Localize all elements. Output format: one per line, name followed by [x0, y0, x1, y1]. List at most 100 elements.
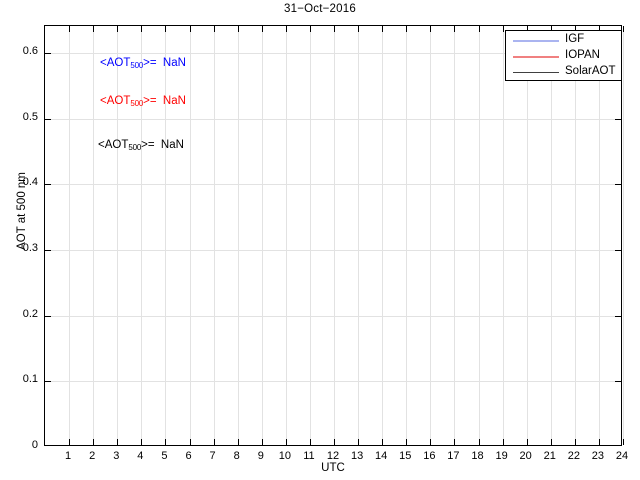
x-axis-tick-label: 1	[65, 450, 72, 462]
gridline-vertical	[574, 26, 576, 445]
x-axis-tick-label: 20	[519, 450, 532, 462]
y-axis-tick	[45, 184, 51, 186]
x-axis-tick	[454, 439, 456, 445]
y-axis-tick-label: 0.5	[22, 110, 38, 123]
y-axis-label: AOT at 500 nm	[16, 172, 28, 250]
x-axis-tick-label: 5	[161, 450, 168, 462]
gridline-vertical	[93, 26, 95, 445]
gridline-vertical	[213, 26, 215, 445]
legend-swatch-igf	[513, 40, 559, 42]
x-axis-tick	[406, 26, 408, 32]
annotation-suffix: >= NaN	[143, 57, 186, 69]
gridline-horizontal	[45, 118, 621, 120]
x-axis-tick-label: 4	[137, 450, 144, 462]
x-axis-label: UTC	[321, 462, 345, 474]
x-axis-tick	[502, 26, 504, 32]
x-axis-tick	[285, 439, 287, 445]
y-axis-tick-label: 0	[31, 439, 38, 451]
y-axis-tick	[615, 249, 621, 251]
y-axis-tick-label: 0.2	[22, 307, 38, 320]
x-axis-tick	[213, 439, 215, 445]
y-axis-tick	[615, 381, 621, 383]
gridline-horizontal	[45, 52, 621, 54]
x-axis-tick	[165, 26, 167, 32]
x-axis-tick	[358, 439, 360, 445]
x-axis-tick	[261, 439, 263, 445]
gridline-vertical	[358, 26, 360, 445]
x-axis-tick	[430, 26, 432, 32]
annotation-prefix: <AOT	[100, 57, 131, 69]
y-axis-tick	[45, 52, 51, 54]
x-axis-tick	[478, 26, 480, 32]
x-axis-tick	[382, 26, 384, 32]
gridline-vertical	[309, 26, 311, 445]
gridline-vertical	[261, 26, 263, 445]
legend-swatch-solaraot	[513, 72, 559, 74]
x-axis-tick	[598, 439, 600, 445]
x-axis-tick	[285, 26, 287, 32]
x-axis-tick	[598, 26, 600, 32]
x-axis-tick	[117, 439, 119, 445]
x-axis-tick	[261, 26, 263, 32]
legend-item-iopan[interactable]: IOPAN	[506, 48, 623, 65]
chart-title: 31−Oct−2016	[284, 3, 356, 15]
x-axis-tick	[574, 439, 576, 445]
gridline-vertical	[430, 26, 432, 445]
gridline-vertical	[382, 26, 384, 445]
y-axis-tick-label: 0.3	[22, 241, 38, 254]
x-axis-tick-label: 23	[591, 450, 605, 462]
x-axis-tick	[69, 439, 71, 445]
x-axis-tick-label: 19	[495, 450, 508, 462]
annotation-prefix: <AOT	[100, 95, 131, 107]
x-axis-tick	[406, 439, 408, 445]
chart-annotation: <AOT500>= NaN	[100, 95, 186, 109]
gridline-vertical	[165, 26, 167, 445]
gridline-vertical	[526, 26, 528, 445]
x-axis-tick-label: 8	[233, 450, 240, 462]
gridline-vertical	[334, 26, 335, 445]
gridline-vertical	[598, 26, 600, 445]
gridline-vertical	[550, 26, 552, 445]
x-axis-tick-label: 11	[303, 450, 315, 462]
gridline-vertical	[189, 26, 191, 445]
gridline-vertical	[237, 26, 239, 445]
x-axis-tick	[141, 439, 143, 445]
gridline-vertical	[502, 26, 504, 445]
y-axis-tick	[615, 184, 621, 186]
annotation-suffix: >= NaN	[141, 139, 184, 151]
x-axis-tick	[526, 439, 528, 445]
y-axis-tick	[45, 381, 51, 383]
x-axis-tick	[117, 26, 119, 32]
x-axis-tick	[69, 26, 71, 32]
annotation-subscript: 500	[130, 99, 144, 109]
gridline-vertical	[141, 26, 143, 445]
x-axis-tick	[502, 439, 504, 445]
x-axis-tick-label: 6	[185, 450, 192, 462]
x-axis-tick	[550, 439, 552, 445]
x-axis-tick-label: 21	[543, 450, 556, 462]
x-axis-tick	[309, 26, 311, 32]
x-axis-tick	[309, 439, 311, 445]
gridline-vertical	[454, 26, 456, 445]
x-axis-tick	[382, 439, 384, 445]
annotation-prefix: <AOT	[98, 139, 129, 151]
x-axis-tick	[93, 439, 95, 445]
x-axis-tick	[526, 26, 528, 32]
legend-item-igf[interactable]: IGF	[506, 32, 623, 49]
x-axis-tick-label: 22	[567, 450, 580, 462]
x-axis-tick-label: 9	[257, 450, 264, 462]
legend-item-solaraot[interactable]: SolarAOT	[506, 64, 623, 81]
x-axis-tick	[623, 26, 624, 32]
gridline-vertical	[406, 26, 408, 445]
x-axis-tick-label: 13	[350, 450, 364, 462]
legend-swatch-iopan	[513, 56, 559, 58]
chart-legend: IGF IOPAN SolarAOT	[505, 30, 622, 81]
x-axis-tick	[237, 439, 239, 445]
x-axis-tick	[574, 26, 576, 32]
plot-area	[44, 25, 624, 446]
x-axis-tick-label: 2	[89, 450, 96, 462]
x-axis-tick	[141, 26, 143, 32]
x-axis-tick	[550, 26, 552, 32]
x-axis-tick-label: 18	[471, 450, 484, 462]
